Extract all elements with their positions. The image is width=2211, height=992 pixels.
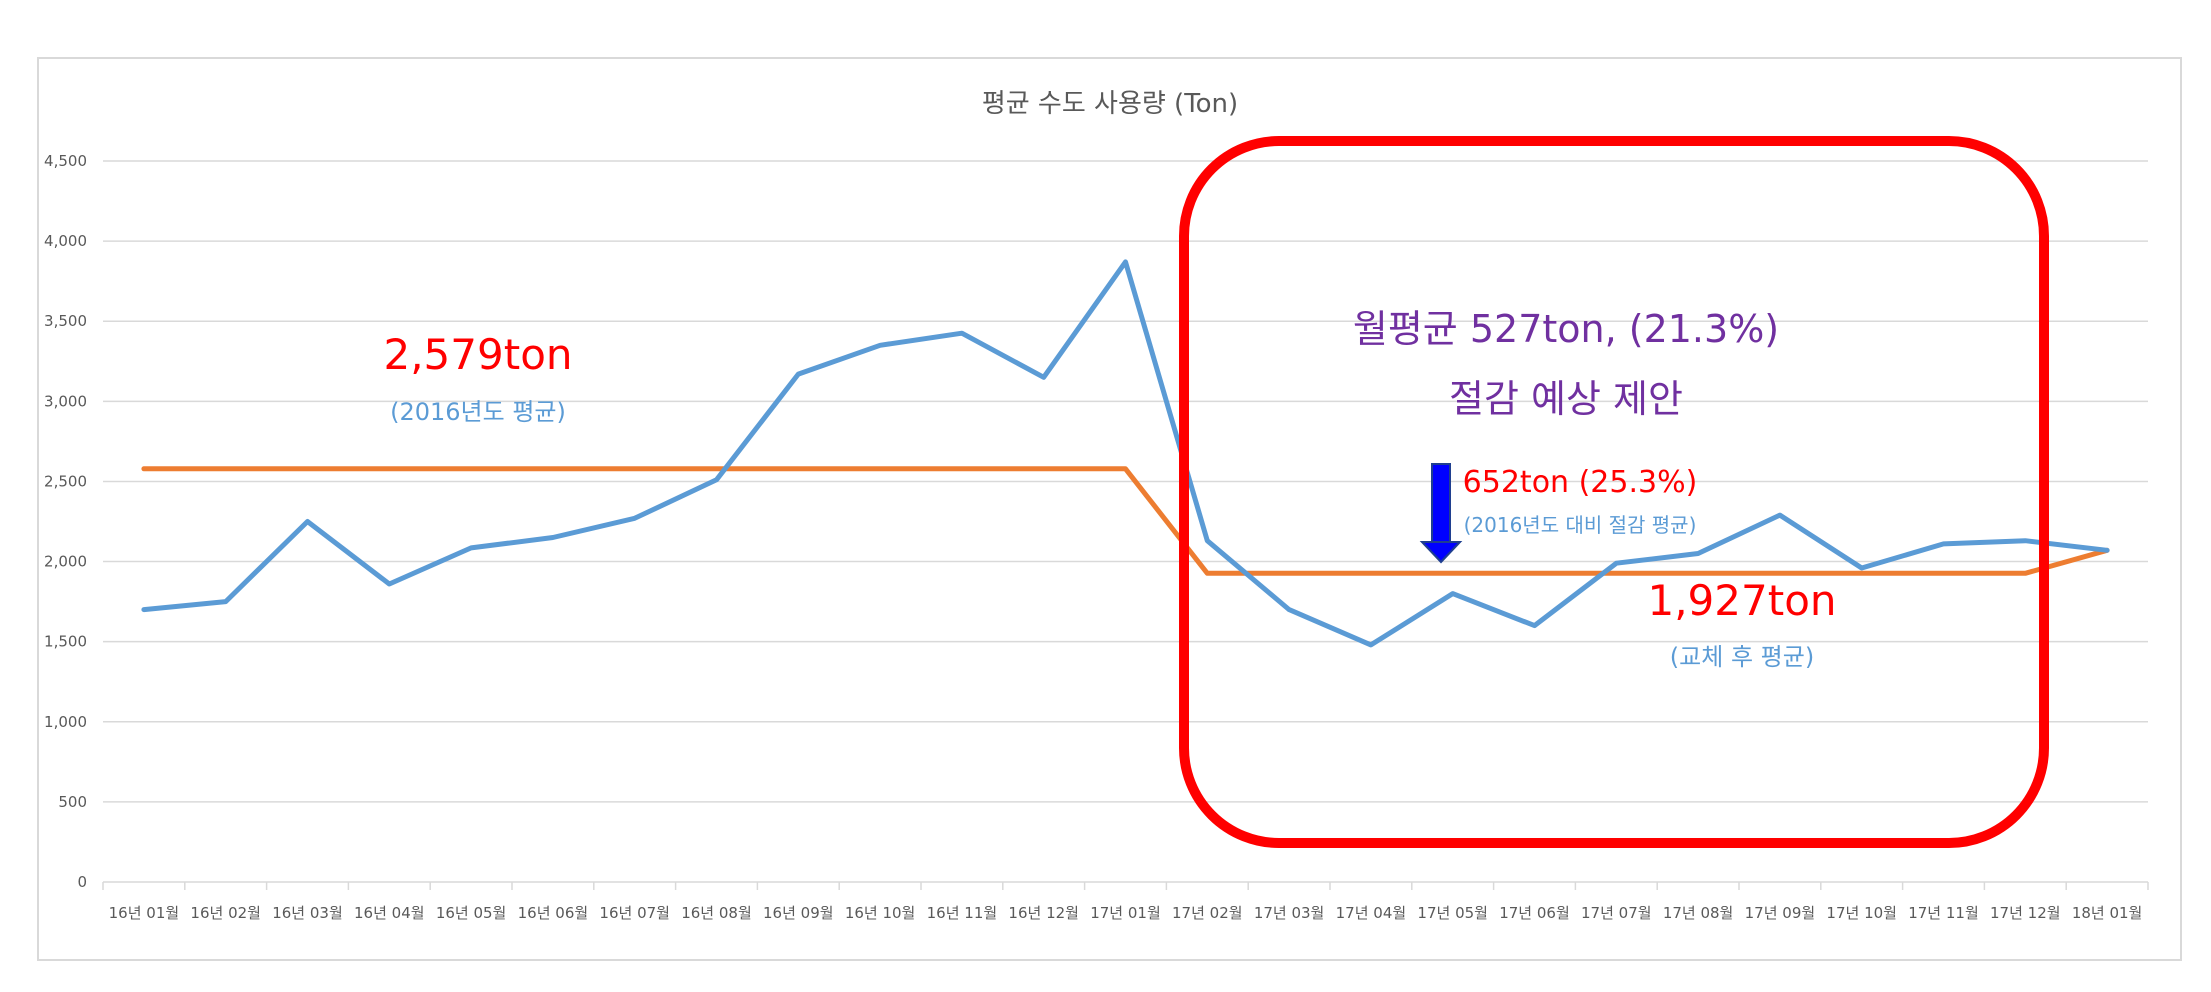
- x-tick-label: 16년 02월: [190, 904, 261, 922]
- y-tick-label: 2,500: [44, 472, 87, 490]
- x-tick-label: 16년 08월: [681, 904, 752, 922]
- x-tick-label: 17년 07월: [1581, 904, 1652, 922]
- x-tick-label: 16년 07월: [599, 904, 670, 922]
- x-tick-label: 16년 01월: [109, 904, 180, 922]
- x-tick-label: 17년 01월: [1090, 904, 1161, 922]
- x-tick-label: 16년 10월: [845, 904, 916, 922]
- annotation-saving-line2: 절감 예상 제안: [1449, 377, 1683, 421]
- y-tick-label: 3,500: [44, 312, 87, 330]
- y-tick-label: 0: [77, 873, 87, 891]
- x-tick-label: 17년 08월: [1663, 904, 1734, 922]
- x-tick-label: 17년 10월: [1826, 904, 1897, 922]
- x-tick-label: 16년 05월: [436, 904, 507, 922]
- x-tick-label: 17년 12월: [1990, 904, 2061, 922]
- gridlines: [103, 160, 2148, 883]
- x-tick-label: 17년 03월: [1254, 904, 1325, 922]
- annotation-diff-note: (2016년도 대비 절감 평균): [1464, 513, 1697, 537]
- chart-title: 평균 수도 사용량 (Ton): [982, 89, 1238, 119]
- x-tick-label: 16년 09월: [763, 904, 834, 922]
- annotation-before-note: (2016년도 평균): [390, 398, 566, 426]
- annotation-after-note: (교체 후 평균): [1670, 643, 1814, 671]
- y-tick-label: 2,000: [44, 553, 87, 571]
- annotation-after-value: 1,927ton: [1647, 576, 1836, 625]
- x-tick-label: 17년 06월: [1499, 904, 1570, 922]
- y-tick-label: 3,000: [44, 392, 87, 410]
- annotation-before-value: 2,579ton: [383, 330, 572, 379]
- x-tick-label: 16년 04월: [354, 904, 425, 922]
- y-axis-ticks: 0 500 1,000 1,500 2,000 2,500 3,000 3,500 4,000 4…: [44, 152, 87, 891]
- series-lines: [141, 259, 2110, 648]
- x-tick-label: 16년 06월: [518, 904, 589, 922]
- highlight-box: [1179, 136, 2049, 848]
- y-tick-label: 1,000: [44, 713, 87, 731]
- x-tick-label: 16년 12월: [1008, 904, 1079, 922]
- series-line-2: [141, 466, 2110, 576]
- x-tick-label: 16년 03월: [272, 904, 343, 922]
- annotation-diff-value: 652ton (25.3%): [1463, 465, 1698, 500]
- y-tick-label: 1,500: [44, 633, 87, 651]
- chart-frame: [37, 57, 2182, 961]
- x-tick-label: 17년 11월: [1908, 904, 1979, 922]
- x-tick-label: 18년 01월: [2072, 904, 2143, 922]
- y-tick-label: 500: [58, 793, 87, 811]
- series-line-1: [141, 259, 2110, 648]
- x-axis-ticks: 16년 01월 16년 02월 16년 03월 16년 04월 16년 05월 16년 0…: [102, 882, 2149, 922]
- annotation-saving-line1: 월평균 527ton, (21.3%): [1353, 307, 1779, 351]
- x-tick-label: 17년 04월: [1336, 904, 1407, 922]
- x-tick-label: 16년 11월: [927, 904, 998, 922]
- down-arrow-icon: [1419, 463, 1463, 564]
- x-tick-label: 17년 09월: [1745, 904, 1816, 922]
- y-tick-label: 4,500: [44, 152, 87, 170]
- x-tick-label: 17년 05월: [1417, 904, 1488, 922]
- x-tick-label: 17년 02월: [1172, 904, 1243, 922]
- y-tick-label: 4,000: [44, 232, 87, 250]
